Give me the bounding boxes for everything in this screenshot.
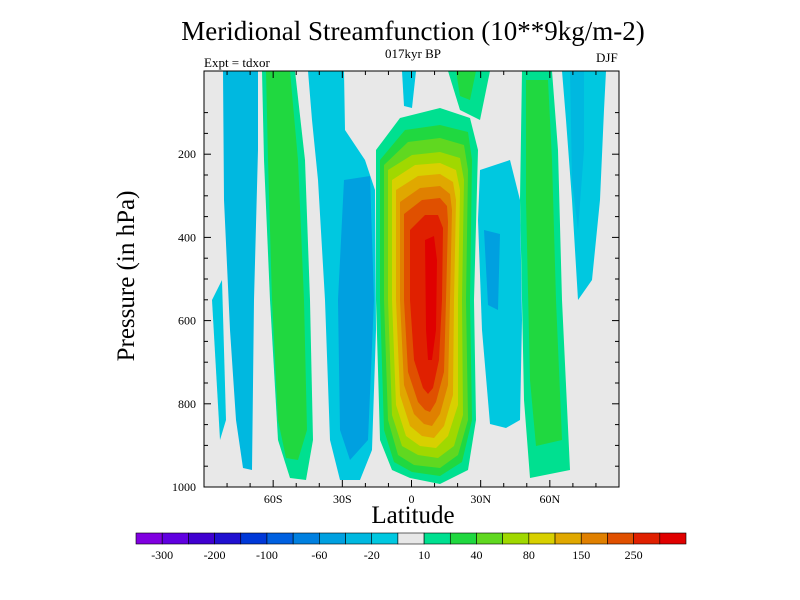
experiment-label: Expt = tdxor	[204, 55, 270, 70]
x-axis-label: Latitude	[371, 502, 455, 529]
colorbar-swatch	[607, 532, 634, 545]
colorbar-label: -20	[364, 548, 380, 562]
colorbar-swatch	[266, 532, 294, 545]
contour-neg-top-tongue	[402, 71, 416, 108]
x-tick-label: 30N	[470, 492, 491, 506]
colorbar-swatch	[423, 532, 451, 545]
axes: 60S 30S 0 30N 60N 200 400 600 800 1000	[172, 71, 619, 506]
chart-title: Meridional Streamfunction (10**9kg/m-2)	[181, 16, 645, 46]
contour-neg-nh-polar-inner	[570, 71, 584, 230]
y-tick-label: 600	[178, 314, 196, 328]
y-tick-label: 1000	[172, 480, 196, 494]
contour-trop-max	[425, 236, 437, 360]
colorbar-label: 40	[470, 548, 482, 562]
y-tick-label: 200	[178, 147, 196, 161]
colorbar-swatch	[135, 532, 163, 545]
contour-pos-top-tongue-inner	[456, 71, 476, 100]
colorbar: -300 -200 -100 -60 -20 10 40 80 150 250	[135, 532, 687, 562]
colorbar-swatch	[659, 532, 687, 545]
colorbar-swatch	[449, 532, 477, 545]
colorbar-swatch	[188, 532, 215, 545]
colorbar-swatch	[397, 532, 425, 545]
colorbar-swatch	[580, 532, 608, 545]
contour-pos-sh-mid-inner	[266, 71, 307, 460]
colorbar-swatch	[214, 532, 242, 545]
colorbar-label: -200	[204, 548, 226, 562]
contour-neg-nh-sub-inner	[484, 230, 500, 310]
y-tick-label: 800	[178, 397, 196, 411]
colorbar-swatch	[476, 532, 503, 545]
contour-pos-nh-mid-inner	[526, 80, 562, 446]
contour-neg-sh-polar	[223, 71, 258, 470]
season-label: DJF	[596, 50, 618, 65]
contour-neg-sh-sub-inner	[338, 176, 374, 460]
x-tick-label: 60N	[539, 492, 560, 506]
y-tick-label: 400	[178, 230, 196, 244]
colorbar-label: -300	[151, 548, 173, 562]
colorbar-swatch	[319, 532, 346, 545]
colorbar-swatch	[345, 532, 373, 545]
x-tick-label: 60S	[264, 492, 283, 506]
colorbar-swatch	[633, 532, 661, 545]
contour-neg-nh-sub	[478, 160, 522, 428]
colorbar-swatch	[371, 532, 399, 545]
x-tick-label: 0	[409, 492, 415, 506]
colorbar-swatch	[554, 532, 582, 545]
colorbar-label: 10	[418, 548, 430, 562]
colorbar-swatch	[292, 532, 320, 545]
colorbar-label: -100	[256, 548, 278, 562]
colorbar-label: 80	[523, 548, 535, 562]
x-tick-label: 30S	[333, 492, 352, 506]
contour-neg-sh-polar-inner	[212, 280, 226, 440]
colorbar-swatch	[161, 532, 189, 545]
colorbar-label: 150	[572, 548, 590, 562]
colorbar-swatch	[528, 532, 556, 545]
colorbar-swatch	[240, 532, 268, 545]
chart-subtitle: 017kyr BP	[385, 46, 441, 61]
colorbar-label: 250	[625, 548, 643, 562]
colorbar-label: -60	[311, 548, 327, 562]
plot-area	[203, 70, 620, 488]
colorbar-swatch	[502, 532, 530, 545]
